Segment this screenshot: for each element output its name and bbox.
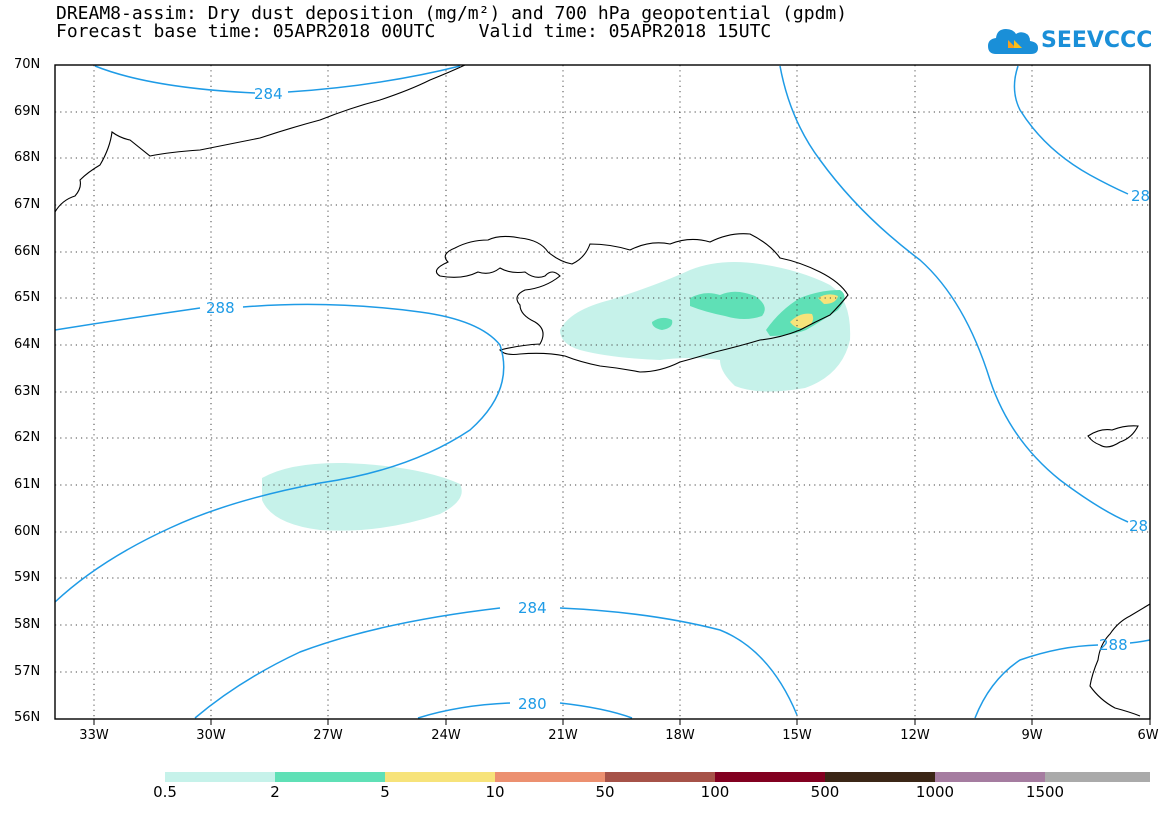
geopotential-contours [54,65,1151,719]
lon-label: 15W [782,728,812,743]
contour-284-north [94,65,461,94]
colorbar-swatch [1045,772,1150,782]
dust-area-0.5 [560,262,851,392]
colorbar-label: 2 [270,783,280,801]
lon-label: 27W [313,728,343,743]
lat-label: 65N [14,290,41,305]
greenland-coastline [54,64,466,213]
colorbar-swatch [385,772,495,782]
seevccc-logo: SEEVCCC [988,24,1152,58]
contour-280-south [417,702,633,719]
lon-label: 21W [548,728,578,743]
map-title-line1: DREAM8-assim: Dry dust deposition (mg/m²… [56,3,848,24]
dust-area-2 [690,291,765,319]
contour-label: 288 [206,299,235,317]
colorbar-swatch [935,772,1045,782]
lat-label: 60N [14,524,41,539]
contour-label: 284 [254,85,283,103]
lat-label: 67N [14,197,41,212]
contour-labels: 284 288 284 280 28 28 288 [206,85,1150,713]
coastlines [54,64,1151,717]
dust-area-5 [790,313,814,329]
colorbar-label: 0.5 [153,783,177,801]
colorbar [165,772,1150,782]
lon-label: 33W [79,728,109,743]
dust-area-0.5 [262,462,462,531]
contour-label: 288 [1099,636,1128,654]
cloud-icon [988,29,1038,54]
colorbar-label: 500 [810,783,840,801]
colorbar-label: 10 [485,783,505,801]
colorbar-label: 5 [380,783,390,801]
colorbar-swatch [825,772,935,782]
colorbar-label: 1000 [915,783,955,801]
colorbar-label: 100 [700,783,730,801]
lon-label: 18W [665,728,695,743]
colorbar-swatch [715,772,825,782]
dust-area-5 [818,294,838,304]
lat-label: 66N [14,244,41,259]
colorbar-swatch [495,772,605,782]
lat-label: 62N [14,430,41,445]
contour-label: 284 [518,599,547,617]
lon-label: 12W [900,728,930,743]
contour-east-2 [1013,65,1129,195]
logo-text: SEEVCCC [1041,28,1153,53]
dust-area-2 [652,317,673,330]
lat-label: 56N [14,710,41,725]
lat-label: 57N [14,664,41,679]
lon-label: 24W [431,728,461,743]
contour-label: 28 [1131,187,1150,205]
lat-label: 69N [14,104,41,119]
map-gridlines [55,65,1150,718]
dust-deposition-layer [262,262,851,531]
colorbar-swatch [275,772,385,782]
contour-label: 28 [1129,517,1148,535]
map-title-line2: Forecast base time: 05APR2018 00UTC Vali… [56,21,772,42]
contour-southeast [974,639,1151,719]
colorbar-label: 1500 [1025,783,1065,801]
axis-ticks [93,719,1151,725]
lat-label: 70N [14,57,41,72]
lat-label: 63N [14,384,41,399]
iceland-coastline [435,233,849,373]
lon-label: 6W [1137,728,1159,743]
contour-284-south [194,607,798,719]
map-frame [54,64,1151,720]
contour-label: 280 [518,695,547,713]
lat-label: 59N [14,570,41,585]
contour-east-1 [779,65,1129,523]
lat-label: 61N [14,477,41,492]
lat-label: 64N [14,337,41,352]
lon-label: 30W [196,728,226,743]
lon-label: 9W [1021,728,1043,743]
colorbar-swatch [605,772,715,782]
faroe-coastline [1087,425,1139,448]
scotland-coastline [1089,603,1151,717]
contour-288-west [54,303,505,603]
lat-label: 58N [14,617,41,632]
lat-label: 68N [14,150,41,165]
colorbar-label: 50 [595,783,615,801]
colorbar-swatch [165,772,275,782]
